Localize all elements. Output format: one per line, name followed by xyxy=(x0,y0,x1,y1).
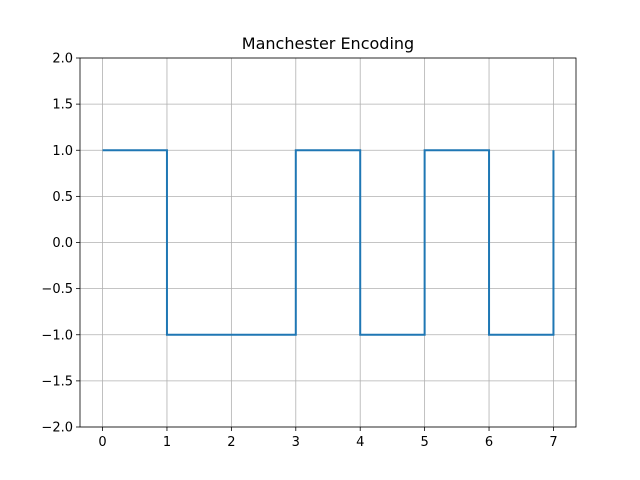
y-tick-label: 0.5 xyxy=(52,190,73,205)
y-tick-label: −0.5 xyxy=(41,282,73,297)
x-tick-label: 6 xyxy=(485,435,493,450)
y-tick-label: −2.0 xyxy=(41,421,73,436)
x-axis: 0 1 2 3 4 5 6 7 xyxy=(98,427,558,450)
x-tick-label: 0 xyxy=(98,435,106,450)
x-tick-label: 3 xyxy=(292,435,300,450)
y-tick-label: −1.0 xyxy=(41,328,73,343)
y-grid xyxy=(80,57,576,428)
x-tick-label: 2 xyxy=(227,435,235,450)
y-tick-label: 2.0 xyxy=(52,52,73,67)
x-tick-label: 7 xyxy=(549,435,557,450)
y-tick-label: −1.5 xyxy=(41,374,73,389)
x-tick-label: 1 xyxy=(163,435,171,450)
y-tick-label: 1.0 xyxy=(52,144,73,159)
x-tick-label: 5 xyxy=(420,435,428,450)
series-line xyxy=(102,149,555,336)
x-tick-label: 4 xyxy=(356,435,364,450)
chart-title: Manchester Encoding xyxy=(242,34,414,53)
series-layer xyxy=(102,149,555,336)
y-tick-label: 0.0 xyxy=(52,236,73,251)
y-tick-label: 1.5 xyxy=(52,98,73,113)
y-axis: −2.0 −1.5 −1.0 −0.5 0.0 0.5 1.0 1.5 2.0 xyxy=(41,52,80,436)
